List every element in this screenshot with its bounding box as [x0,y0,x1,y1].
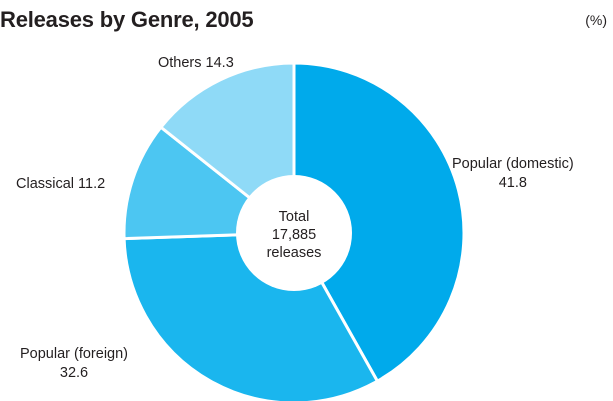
center-line-releases: releases [266,245,322,261]
donut-center-label: Total 17,885 releases [246,208,342,262]
center-line-total: Total [278,209,310,225]
slice-label-classical: Classical 11.2 [16,175,105,194]
slice-value-others: 14.3 [205,55,234,71]
slice-name-popular-foreign: Popular (foreign) [20,346,128,362]
chart-title: Releases by Genre, 2005 [0,7,254,32]
slice-value-popular-foreign: 32.6 [59,365,89,381]
slice-value-popular-domestic: 41.8 [498,175,527,191]
unit-label: (%) [585,12,607,28]
slice-value-classical: 11.2 [78,176,106,192]
slice-label-others: Others 14.3 [158,54,234,73]
slice-popular-domestic [292,61,466,383]
slice-name-classical: Classical [16,176,75,192]
slice-label-popular-domestic: Popular (domestic) 41.8 [452,155,574,193]
slice-name-popular-domestic: Popular (domestic) [452,156,574,172]
center-line-count: 17,885 [271,227,317,243]
donut-hole [236,175,352,291]
slice-name-others: Others [158,55,202,71]
slice-label-popular-foreign: Popular (foreign) 32.6 [20,345,128,383]
